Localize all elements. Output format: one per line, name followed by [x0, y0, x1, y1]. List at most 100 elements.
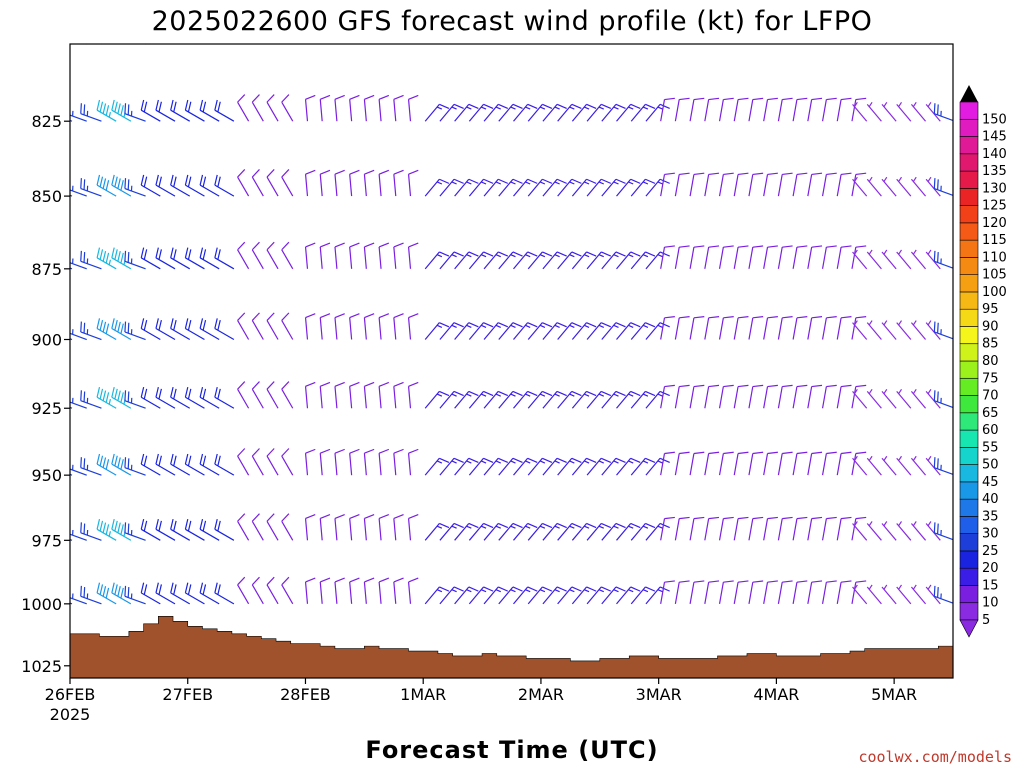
barb-staff	[439, 586, 455, 605]
barb-staff	[140, 528, 161, 541]
barb-staff	[660, 99, 666, 122]
barb-half	[868, 320, 873, 326]
barb-full	[497, 103, 509, 110]
barb-full	[738, 384, 749, 388]
barb-half	[912, 455, 917, 461]
barb-half	[525, 324, 531, 328]
barb-full	[826, 580, 837, 583]
wind-barb	[718, 245, 734, 269]
barb-full	[102, 103, 107, 114]
barb-full	[542, 390, 553, 397]
barb-full	[99, 584, 104, 595]
barb-staff	[586, 391, 602, 409]
wind-barb	[718, 451, 734, 476]
barb-full	[143, 388, 148, 400]
wind-barb	[424, 251, 450, 270]
barb-staff	[281, 388, 294, 409]
wind-barb	[170, 519, 191, 541]
wind-barb	[155, 174, 176, 197]
barb-full	[586, 522, 597, 529]
barb-staff	[910, 391, 927, 409]
barb-staff	[601, 322, 617, 340]
barb-staff	[777, 317, 783, 340]
barb-staff	[674, 582, 680, 604]
barb-full	[202, 249, 207, 260]
wind-barb	[439, 522, 464, 541]
colorbar-segment	[959, 550, 979, 569]
barb-staff	[281, 176, 294, 197]
barb-staff	[199, 109, 220, 122]
barb-staff	[601, 586, 617, 605]
barb-staff	[140, 184, 161, 197]
barb-full	[841, 172, 852, 176]
barb-full	[158, 101, 162, 113]
wind-barb	[896, 455, 912, 476]
barb-staff	[111, 109, 132, 122]
barb-staff	[571, 457, 587, 476]
wind-barb	[910, 388, 927, 409]
barb-full	[468, 103, 479, 110]
wind-barb	[933, 321, 953, 340]
barb-half	[598, 460, 605, 464]
barb-staff	[733, 317, 739, 340]
barb-half	[598, 106, 605, 110]
barb-full	[393, 381, 404, 387]
wind-barb	[821, 451, 837, 476]
wind-barb	[586, 178, 612, 197]
barb-staff	[140, 463, 161, 476]
barb-staff	[896, 103, 912, 122]
wind-barb	[807, 97, 823, 122]
barb-full	[439, 457, 450, 463]
barb-full	[305, 577, 316, 583]
barb-staff	[792, 99, 798, 122]
wind-barb	[70, 391, 87, 409]
barb-staff	[124, 595, 146, 605]
wind-barb	[748, 172, 764, 197]
barb-staff	[393, 246, 397, 269]
barb-full	[266, 513, 275, 522]
barb-half	[853, 249, 858, 255]
barb-half	[481, 181, 487, 185]
barb-half	[466, 254, 472, 258]
barb-full	[439, 103, 450, 110]
wind-barb	[925, 455, 941, 476]
wind-barb	[237, 381, 250, 409]
wind-barb	[304, 313, 316, 340]
barb-staff	[407, 246, 412, 269]
barb-staff	[807, 453, 813, 476]
barb-full	[408, 381, 419, 387]
barb-half	[898, 455, 903, 461]
colorbar-segment	[959, 447, 979, 465]
barb-full	[664, 245, 675, 248]
wind-barb	[748, 580, 764, 604]
barb-full	[571, 586, 582, 592]
barb-full	[645, 522, 656, 529]
barb-staff	[393, 581, 397, 604]
wind-barb	[630, 457, 656, 476]
wind-barb	[468, 586, 494, 605]
barb-staff	[483, 457, 499, 476]
wind-barb	[304, 242, 316, 269]
barb-full	[105, 105, 110, 116]
barb-half	[927, 249, 932, 255]
barb-full	[393, 448, 404, 454]
wind-barb	[483, 457, 509, 476]
barb-full	[80, 457, 82, 468]
barb-full	[114, 388, 118, 400]
wind-barb	[933, 585, 953, 604]
barb-full	[217, 520, 221, 532]
barb-full	[105, 392, 110, 403]
barb-staff	[852, 322, 868, 340]
barb-full	[364, 513, 375, 519]
barb-half	[569, 460, 575, 464]
barb-staff	[660, 453, 666, 476]
barb-staff	[557, 251, 573, 270]
barb-full	[334, 313, 345, 319]
wind-barb	[821, 516, 837, 541]
wind-barb	[777, 245, 793, 269]
wind-barb	[866, 521, 882, 541]
barb-staff	[601, 251, 617, 270]
barb-full	[393, 577, 404, 583]
wind-barb	[498, 522, 523, 541]
